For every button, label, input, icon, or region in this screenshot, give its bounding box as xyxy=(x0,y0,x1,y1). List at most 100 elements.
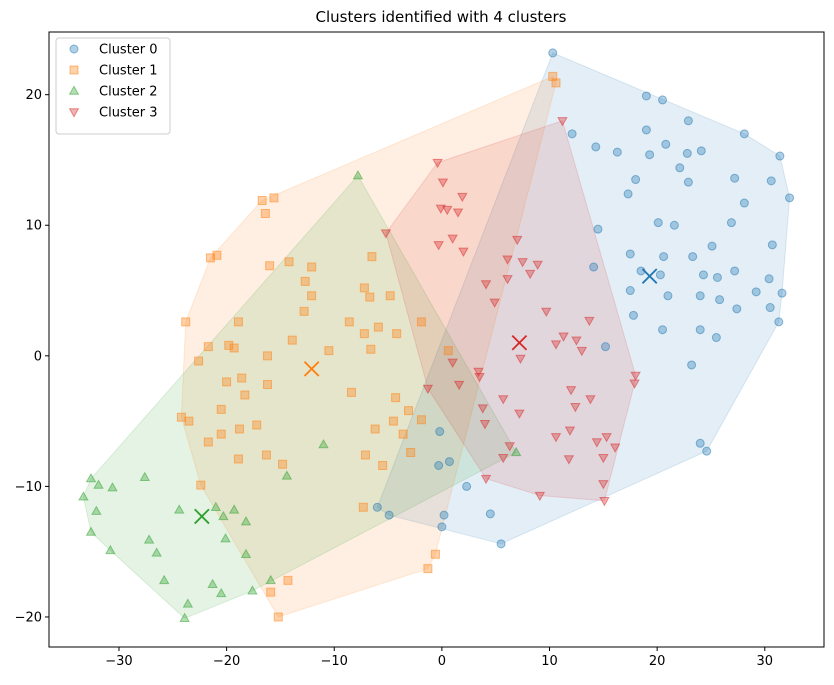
x-tick-label: 0 xyxy=(438,654,446,669)
legend-marker-cluster-0 xyxy=(69,44,79,54)
cluster-1-point xyxy=(398,429,408,439)
cluster-2-point xyxy=(215,587,227,598)
cluster-0-point xyxy=(695,438,705,448)
cluster-3-point xyxy=(541,307,552,318)
cluster-1-point xyxy=(278,459,288,469)
legend-label-cluster-2: Cluster 2 xyxy=(99,85,158,100)
cluster-0-point xyxy=(663,291,673,301)
cluster-2-hull xyxy=(82,174,517,619)
cluster-hulls xyxy=(82,52,791,619)
cluster-0-point xyxy=(623,189,633,199)
cluster-1-point xyxy=(287,335,297,345)
cluster-0-point xyxy=(766,176,776,186)
legend-label-cluster-0: Cluster 0 xyxy=(99,43,158,58)
cluster-1-point xyxy=(203,437,213,447)
cluster-3-point xyxy=(515,354,526,365)
cluster-0-point xyxy=(675,163,685,173)
cluster-3-point xyxy=(550,340,562,350)
cluster-0-point xyxy=(625,286,635,296)
cluster-3-point xyxy=(558,332,569,342)
cluster-3-point xyxy=(514,409,525,419)
cluster-3-point xyxy=(477,404,489,414)
cluster-2-point xyxy=(182,598,194,608)
cluster-2-point xyxy=(220,533,231,543)
cluster-0-point xyxy=(661,139,671,149)
cluster-0-point xyxy=(641,125,651,135)
cluster-0-point xyxy=(589,262,599,272)
cluster-3-point xyxy=(591,438,603,448)
cluster-3-point xyxy=(571,336,582,346)
cluster-0-point xyxy=(765,303,775,313)
cluster-2-point xyxy=(173,504,185,514)
cluster-3-point xyxy=(502,275,513,285)
legend-marker-cluster-1 xyxy=(69,65,79,75)
cluster-3-point xyxy=(550,433,562,443)
cluster-1-point xyxy=(359,329,369,339)
cluster-1-point xyxy=(196,480,206,490)
cluster-0-point xyxy=(434,461,444,471)
cluster-0-point xyxy=(695,325,705,335)
cluster-0-point xyxy=(751,287,761,297)
cluster-3-point xyxy=(601,433,612,443)
cluster-0-point xyxy=(688,252,698,262)
cluster-3-point xyxy=(609,443,621,453)
cluster-0-point xyxy=(687,360,697,370)
cluster-0-point xyxy=(658,325,668,335)
cluster-3-point xyxy=(565,386,577,396)
cluster-1-point xyxy=(324,346,334,356)
cluster-1-point xyxy=(283,575,293,585)
cluster-0-point xyxy=(711,333,721,343)
cluster-2-point xyxy=(207,578,218,589)
cluster-0-point xyxy=(628,310,638,320)
y-tick-label: 10 xyxy=(25,219,42,234)
cluster-3-point xyxy=(557,117,568,127)
cluster-0-point xyxy=(631,175,641,185)
cluster-3-point xyxy=(576,346,588,357)
cluster-0-point xyxy=(384,510,394,520)
cluster-3-point xyxy=(534,491,546,502)
cluster-1-point xyxy=(273,612,283,622)
cluster-1-point xyxy=(181,317,191,327)
cluster-0-point xyxy=(712,272,722,282)
cluster-1-point xyxy=(360,450,370,460)
cluster-1-point xyxy=(416,317,426,327)
cluster-0-point xyxy=(658,95,668,105)
cluster-3-point xyxy=(437,178,449,188)
cluster-1-point xyxy=(443,346,453,356)
cluster-2-point xyxy=(151,547,162,557)
cluster-2-point xyxy=(240,516,252,526)
legend: Cluster 0 Cluster 1 Cluster 2 Cluster 3 xyxy=(55,37,171,135)
cluster-2-point xyxy=(139,471,151,481)
cluster-3-point xyxy=(447,358,458,368)
x-axis-ticks: −30 −20 −10 0 10 20 30 xyxy=(105,647,773,669)
cluster-3-point xyxy=(598,480,609,490)
cluster-0-centroid xyxy=(641,268,658,284)
cluster-0-point xyxy=(777,288,787,298)
x-tick-label: −30 xyxy=(105,654,132,669)
y-tick-label: 0 xyxy=(34,349,42,364)
cluster-3-point xyxy=(473,367,484,378)
cluster-0-point xyxy=(567,129,577,139)
cluster-1-point xyxy=(388,416,398,426)
cluster-1-point xyxy=(416,415,426,425)
cluster-2-point xyxy=(85,526,97,536)
cluster-2-point xyxy=(210,501,222,511)
cluster-0-point xyxy=(659,252,669,262)
cluster-1-point xyxy=(307,291,317,301)
cluster-3-point xyxy=(422,384,434,395)
cluster-3-point xyxy=(564,426,576,436)
cluster-3-point xyxy=(489,298,500,308)
cluster-1-point xyxy=(391,393,401,403)
cluster-0-point xyxy=(715,295,725,305)
cluster-3-point xyxy=(452,208,464,218)
cluster-1-point xyxy=(224,340,234,350)
cluster-0-point xyxy=(707,241,717,251)
cluster-3-point xyxy=(457,192,468,203)
cluster-1-point xyxy=(233,454,243,464)
cluster-3-point xyxy=(497,395,509,405)
cluster-1-point xyxy=(205,253,215,263)
cluster-0-point xyxy=(739,129,749,139)
cluster-1-point xyxy=(203,342,213,352)
cluster-1-centroid xyxy=(303,361,320,377)
